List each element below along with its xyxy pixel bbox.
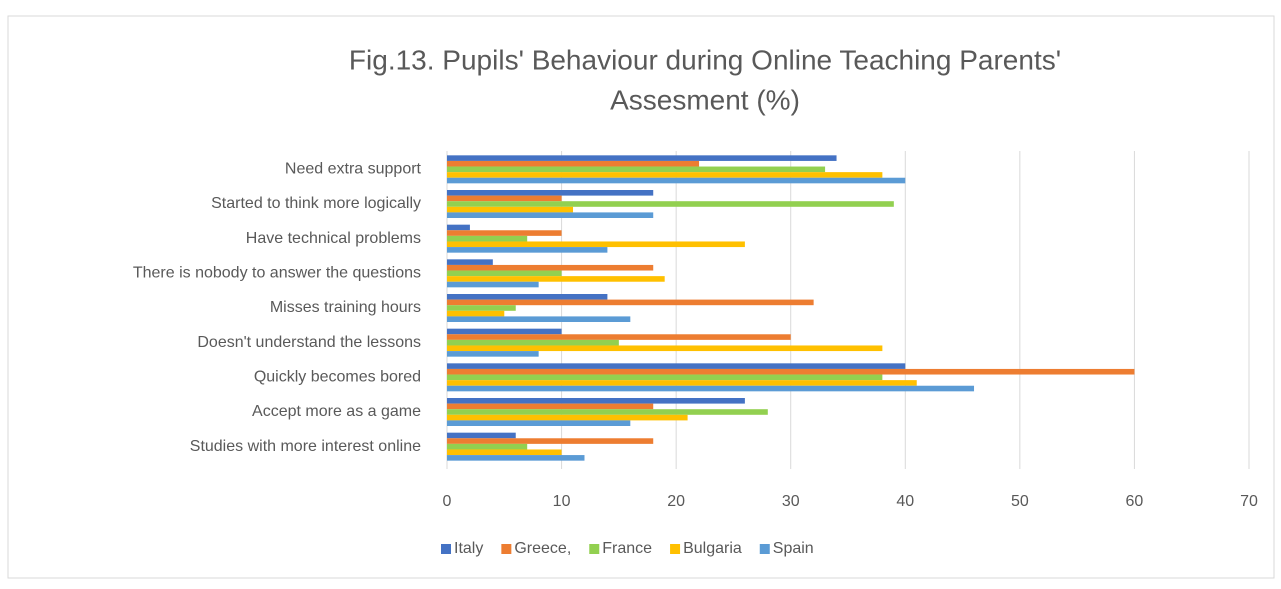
bar: [447, 230, 562, 236]
bar: [447, 363, 906, 369]
y-tick-label: Quickly becomes bored: [254, 369, 421, 386]
bar: [447, 438, 654, 444]
bar: [447, 259, 493, 265]
y-tick-label: Started to think more logically: [211, 195, 421, 212]
bar: [447, 177, 906, 184]
bar: [447, 409, 768, 415]
chart-title: Assesment (%): [610, 84, 800, 115]
x-tick-label: 60: [1126, 493, 1144, 510]
x-tick-label: 70: [1240, 493, 1258, 510]
bar: [447, 190, 654, 196]
chart-frame: [7, 15, 1275, 579]
bar: [447, 299, 814, 306]
x-tick-label: 10: [553, 493, 571, 510]
bar: [447, 247, 608, 253]
bar: [447, 305, 516, 311]
bar: [447, 281, 539, 288]
bar: [447, 449, 562, 456]
bar: [447, 241, 745, 248]
bar: [447, 328, 562, 335]
bar: [447, 316, 631, 322]
bar: [447, 351, 539, 357]
bar: [447, 276, 665, 282]
legend-swatch: [501, 544, 512, 554]
legend-swatch: [441, 544, 451, 554]
y-tick-label: Need extra support: [285, 161, 422, 178]
bar: [447, 172, 883, 178]
bar: [447, 420, 631, 426]
x-tick-label: 30: [782, 493, 800, 510]
legend-swatch: [759, 544, 770, 554]
bar: [447, 206, 574, 213]
legend-label: Bulgaria: [683, 540, 742, 557]
chart-title: Fig.13. Pupils' Behaviour during Online …: [349, 44, 1061, 75]
legend-label: France: [602, 540, 652, 557]
x-tick-label: 20: [667, 493, 685, 510]
bar: [447, 345, 883, 352]
bar: [447, 339, 619, 346]
bar: [447, 235, 528, 242]
bar: [447, 310, 505, 317]
bar: [447, 166, 826, 173]
bar: [447, 403, 654, 410]
bar: [447, 374, 883, 381]
bar: [447, 380, 917, 386]
legend-label: Spain: [773, 540, 814, 557]
bar: [447, 201, 894, 207]
x-tick-label: 50: [1011, 493, 1029, 510]
legend-label: Italy: [454, 540, 483, 557]
legend-label: Greece,: [514, 540, 571, 557]
y-tick-label: Doesn't understand the lessons: [197, 334, 421, 351]
y-tick-label: Accept more as a game: [252, 403, 421, 420]
bar: [447, 212, 654, 218]
bar: [447, 294, 608, 300]
bar: [447, 398, 745, 404]
bar: [447, 264, 654, 271]
legend-swatch: [670, 544, 681, 554]
x-tick-label: 0: [443, 493, 452, 510]
x-tick-label: 40: [896, 493, 914, 510]
bar: [447, 160, 700, 167]
bar: [447, 334, 791, 340]
y-tick-label: Studies with more interest online: [190, 438, 421, 455]
bar: [447, 455, 585, 461]
y-tick-label: Have technical problems: [246, 230, 421, 247]
bar: [447, 368, 1135, 375]
y-tick-label: Misses training hours: [270, 299, 421, 316]
bar: [447, 414, 688, 421]
legend-swatch: [589, 544, 600, 554]
bar: [447, 443, 528, 450]
bar: [447, 385, 975, 392]
y-tick-label: There is nobody to answer the questions: [133, 265, 421, 282]
bar: [447, 195, 562, 202]
bar: [447, 155, 837, 161]
bar: [447, 270, 562, 277]
bar: [447, 432, 516, 439]
bar: [447, 224, 470, 231]
